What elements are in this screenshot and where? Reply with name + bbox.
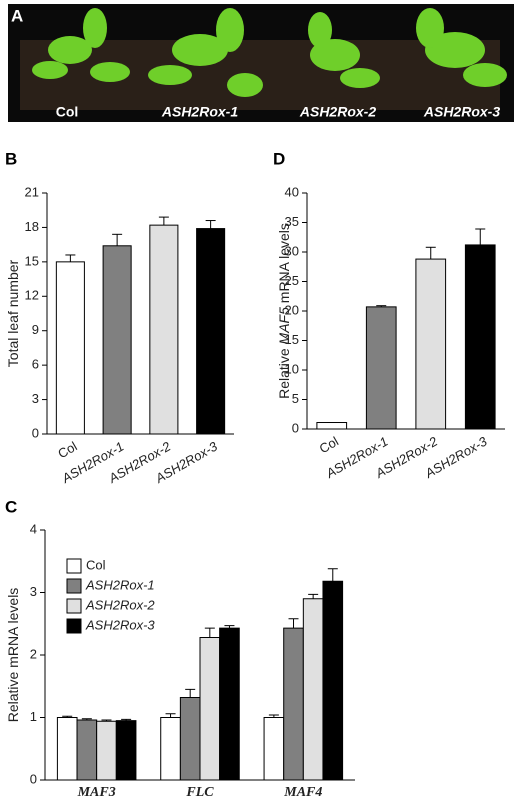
y-tick-label: 40 [285,184,299,199]
y-tick-label: 35 [285,214,299,229]
y-tick-label: 25 [285,273,299,288]
y-tick-label: 30 [285,243,299,258]
legend-swatch [66,598,82,614]
y-axis-label-part: MAF5 [276,307,292,345]
panel-label: D [273,149,285,168]
bar [283,627,304,781]
y-tick-label: 15 [285,332,299,347]
y-axis-label: Relative mRNA levels [5,588,21,723]
y-axis-label: Total leaf number [5,259,21,367]
y-tick-label: 6 [32,357,39,372]
bar [96,720,117,781]
y-tick-label: 12 [25,288,39,303]
bar [219,627,240,781]
bar [365,306,397,430]
photo-caption: Col [56,104,79,120]
bar [179,697,201,781]
bar [322,580,344,781]
y-tick-label: 3 [32,391,39,406]
x-tick-label: MAF4 [283,785,322,800]
x-tick-label: MAF3 [77,785,116,800]
bar [196,228,226,435]
x-tick-label: Col [55,439,79,462]
y-tick-label: 10 [285,361,299,376]
bar [415,258,447,430]
bar [464,244,496,430]
y-tick-label: 0 [32,425,39,440]
legend-label: ASH2Rox-2 [85,597,155,612]
y-tick-label: 0 [30,771,37,786]
bar [55,261,85,435]
x-tick-label: Col [317,434,341,457]
legend-label: ASH2Rox-1 [85,577,155,592]
y-tick-label: 9 [32,322,39,337]
y-tick-label: 1 [30,709,37,724]
legend-swatch [66,558,82,574]
y-tick-label: 0 [292,420,299,435]
y-tick-label: 18 [25,219,39,234]
bar [56,717,78,781]
bar [302,598,324,781]
y-tick-label: 20 [285,302,299,317]
y-axis-label-part: Relative mRNA levels [5,588,21,723]
panel-label: C [5,497,17,516]
y-tick-label: 21 [25,184,39,199]
x-tick-label: FLC [185,785,214,800]
panel-label: B [5,149,17,168]
bar [199,637,221,781]
bar [115,720,137,781]
photo: A Col ASH2Rox-1 ASH2Rox-2 ASH2Rox-3 [8,4,514,122]
bar [149,224,179,435]
bar [102,245,132,435]
panel-label: A [11,6,23,25]
y-tick-label: 5 [292,391,299,406]
y-tick-label: 4 [30,521,37,536]
bar [316,422,348,430]
bar [263,717,285,781]
bar [160,717,181,781]
photo-caption: ASH2Rox-2 [299,104,376,120]
legend-swatch [66,618,82,634]
y-axis-label-part: Total leaf number [5,259,21,367]
plants [32,8,507,97]
legend-swatch [66,578,82,594]
y-tick-label: 2 [30,646,37,661]
bar [76,719,98,781]
y-axis-label-part: Relative [276,344,292,398]
y-tick-label: 15 [25,253,39,268]
photo-caption: ASH2Rox-3 [423,104,500,120]
photo-caption: ASH2Rox-1 [161,104,238,120]
legend-label: ASH2Rox-3 [85,617,155,632]
legend-label: Col [86,557,106,572]
y-tick-label: 3 [30,584,37,599]
y-axis-label: Relative MAF5 mRNA levels [276,223,292,399]
y-axis-label-part: mRNA levels [276,223,292,307]
